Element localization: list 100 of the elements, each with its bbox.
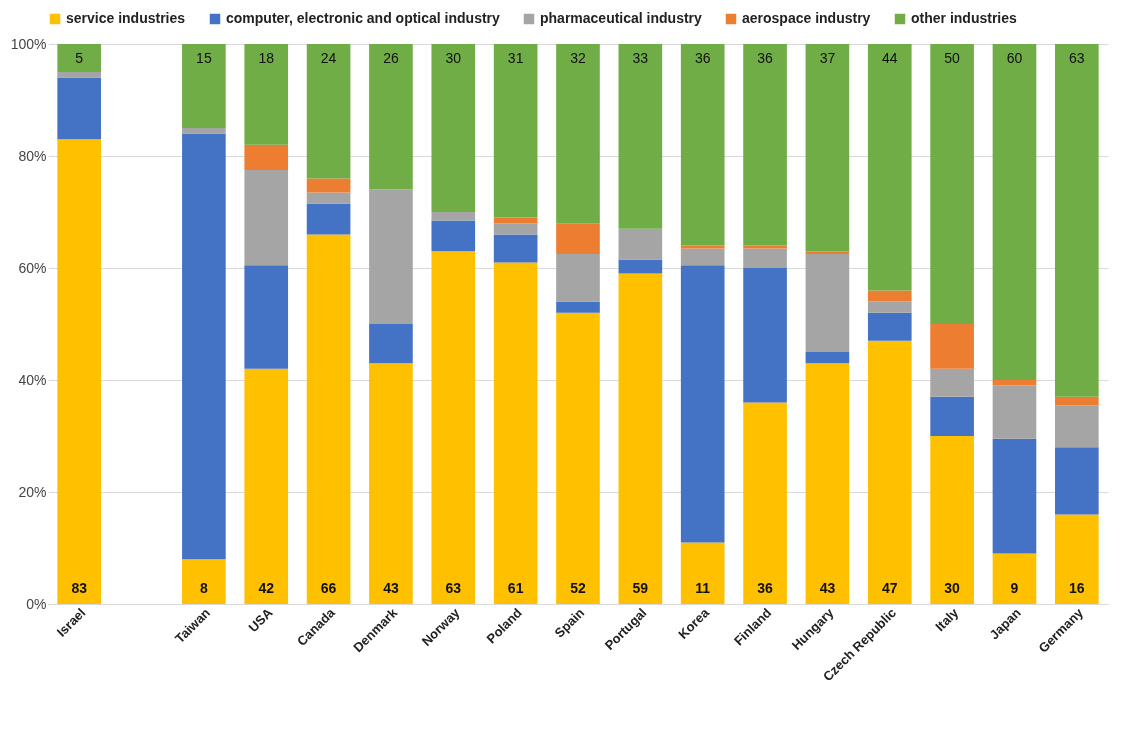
bar xyxy=(57,44,101,72)
data-label: 63 xyxy=(1069,50,1085,66)
bar xyxy=(493,223,538,235)
bar xyxy=(493,262,538,604)
bar xyxy=(992,44,1037,380)
data-label: 9 xyxy=(1010,580,1019,596)
legend-label: service industries xyxy=(66,10,186,26)
y-tick-label: 0% xyxy=(26,595,47,612)
data-label: 61 xyxy=(507,580,524,596)
bar xyxy=(743,248,787,268)
bar xyxy=(992,385,1037,439)
bar xyxy=(867,340,912,604)
bar xyxy=(805,352,850,364)
legend-label: pharmaceutical industry xyxy=(540,10,703,26)
bar xyxy=(182,128,226,134)
bar xyxy=(930,436,974,604)
bar xyxy=(805,363,850,604)
bar xyxy=(680,542,725,604)
bar xyxy=(244,170,289,266)
bar xyxy=(992,380,1037,386)
data-label: 52 xyxy=(570,580,586,596)
bar xyxy=(431,212,476,221)
bar xyxy=(556,301,600,313)
data-label: 44 xyxy=(881,50,898,66)
data-label: 8 xyxy=(199,580,208,596)
bar xyxy=(1055,44,1099,397)
bar xyxy=(1055,405,1099,448)
bar xyxy=(930,368,974,397)
data-label: 30 xyxy=(445,50,462,66)
legend-label: other industries xyxy=(911,10,1018,26)
bar xyxy=(431,220,476,252)
bar xyxy=(244,265,289,369)
bar xyxy=(680,265,725,543)
bar xyxy=(244,368,289,604)
bar xyxy=(182,559,226,604)
data-label: 60 xyxy=(1006,50,1023,66)
data-label: 66 xyxy=(320,580,337,596)
bar xyxy=(306,203,351,235)
bar xyxy=(369,189,413,324)
bar xyxy=(431,44,476,212)
data-label: 83 xyxy=(71,580,88,596)
y-tick-label: 40% xyxy=(18,371,47,388)
bar xyxy=(369,363,413,604)
data-label: 18 xyxy=(258,50,275,66)
data-label: 59 xyxy=(632,580,649,596)
bar xyxy=(306,44,351,179)
bar xyxy=(805,44,850,252)
data-label: 33 xyxy=(632,50,649,66)
bar xyxy=(618,259,663,274)
legend-label: computer, electronic and optical industry xyxy=(226,10,501,26)
bar xyxy=(867,301,912,313)
bar xyxy=(743,402,787,604)
data-label: 63 xyxy=(445,580,462,596)
bar xyxy=(867,290,912,302)
bar xyxy=(182,133,226,560)
data-label: 26 xyxy=(383,50,399,66)
data-label: 5 xyxy=(75,50,84,66)
bar xyxy=(493,44,538,218)
data-label: 36 xyxy=(757,580,774,596)
bar xyxy=(805,251,850,254)
bar xyxy=(618,273,663,604)
bar xyxy=(867,44,912,291)
bar xyxy=(182,44,226,128)
bar xyxy=(930,396,974,436)
y-tick-label: 60% xyxy=(18,259,47,276)
y-tick-label: 20% xyxy=(18,483,47,500)
data-label: 11 xyxy=(695,580,711,596)
bar xyxy=(57,139,101,604)
legend-label: aerospace industry xyxy=(742,10,871,26)
bar xyxy=(493,234,538,263)
data-label: 16 xyxy=(1069,580,1085,596)
data-label: 15 xyxy=(196,50,212,66)
bar xyxy=(57,72,101,78)
data-label: 30 xyxy=(944,580,961,596)
bar xyxy=(556,223,600,254)
data-label: 43 xyxy=(383,580,399,596)
bar xyxy=(1055,514,1099,604)
bar xyxy=(680,44,725,246)
bar xyxy=(244,144,289,170)
bar xyxy=(1055,447,1099,515)
bar xyxy=(743,44,787,246)
data-label: 47 xyxy=(881,580,898,596)
bar xyxy=(618,44,663,229)
data-label: 43 xyxy=(819,580,836,596)
bar xyxy=(992,438,1037,554)
bar xyxy=(992,553,1037,604)
bar xyxy=(556,312,600,604)
data-label: 36 xyxy=(694,50,711,66)
data-label: 50 xyxy=(944,50,961,66)
bar xyxy=(743,268,787,403)
bar xyxy=(431,251,476,604)
bar xyxy=(930,324,974,369)
bar xyxy=(1055,396,1099,406)
data-label: 24 xyxy=(320,50,337,66)
bar xyxy=(57,77,101,140)
bar xyxy=(618,228,663,260)
data-label: 36 xyxy=(757,50,774,66)
data-label: 31 xyxy=(507,50,524,66)
bar xyxy=(680,248,725,266)
data-label: 32 xyxy=(570,50,586,66)
